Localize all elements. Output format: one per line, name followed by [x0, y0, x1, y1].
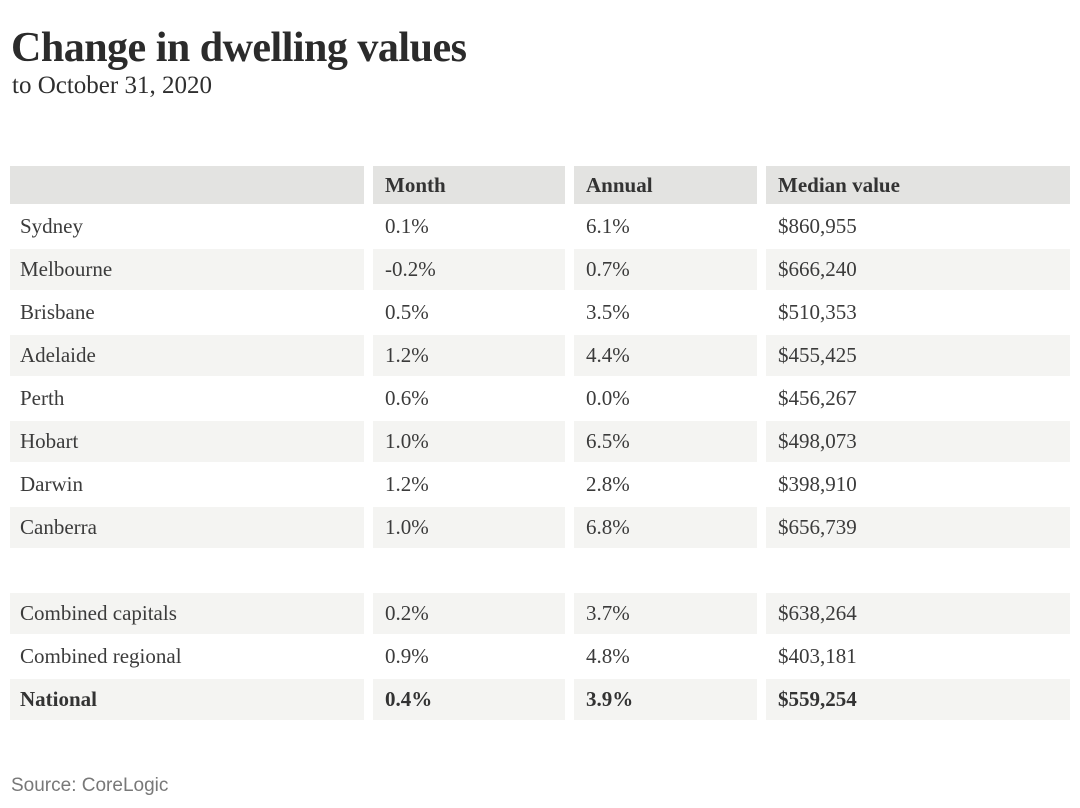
table-row-perth: Perth 0.6% 0.0% $456,267 [10, 378, 1070, 419]
annual-value: 6.1% [586, 214, 630, 238]
table-gap-row [10, 550, 1070, 591]
annual-value: 2.8% [586, 472, 630, 496]
median-value: $860,955 [778, 214, 857, 238]
row-label: Brisbane [20, 300, 95, 324]
annual-value: 0.7% [574, 249, 757, 290]
row-label: Sydney [20, 214, 83, 238]
month-value: 0.9% [385, 644, 429, 668]
median-value: $455,425 [766, 335, 1070, 376]
annual-value: 3.7% [574, 593, 757, 634]
page-subtitle: to October 31, 2020 [12, 72, 212, 99]
table-row-melbourne: Melbourne -0.2% 0.7% $666,240 [10, 249, 1070, 290]
header-cell-blank [10, 166, 364, 204]
table-row-canberra: Canberra 1.0% 6.8% $656,739 [10, 507, 1070, 548]
table-row-hobart: Hobart 1.0% 6.5% $498,073 [10, 421, 1070, 462]
page-title: Change in dwelling values [11, 25, 467, 72]
month-value: 1.2% [385, 472, 429, 496]
source-note: Source: CoreLogic [11, 775, 169, 796]
row-label: Combined capitals [10, 593, 364, 634]
dwelling-values-table: Month Annual Median value Sydney 0.1% 6.… [10, 166, 1070, 722]
month-value: 0.6% [385, 386, 429, 410]
median-value: $510,353 [778, 300, 857, 324]
table-header-row: Month Annual Median value [10, 166, 1070, 204]
table-row-national: National 0.4% 3.9% $559,254 [10, 679, 1070, 720]
annual-value: 6.5% [574, 421, 757, 462]
month-value: 1.0% [373, 421, 565, 462]
row-label: Hobart [10, 421, 364, 462]
month-value: 0.2% [373, 593, 565, 634]
annual-value: 4.4% [574, 335, 757, 376]
median-value: $498,073 [766, 421, 1070, 462]
median-value: $456,267 [778, 386, 857, 410]
table-row-darwin: Darwin 1.2% 2.8% $398,910 [10, 464, 1070, 505]
month-value: -0.2% [373, 249, 565, 290]
annual-value: 3.5% [586, 300, 630, 324]
median-value: $403,181 [778, 644, 857, 668]
month-value: 1.2% [373, 335, 565, 376]
median-value: $656,739 [766, 507, 1070, 548]
row-label: Adelaide [10, 335, 364, 376]
month-value: 0.5% [385, 300, 429, 324]
row-label: Canberra [10, 507, 364, 548]
table-row-combined-capitals: Combined capitals 0.2% 3.7% $638,264 [10, 593, 1070, 634]
table-row-combined-regional: Combined regional 0.9% 4.8% $403,181 [10, 636, 1070, 677]
median-value: $559,254 [766, 679, 1070, 720]
header-cell-annual: Annual [574, 166, 757, 204]
header-cell-month: Month [373, 166, 565, 204]
month-value: 0.4% [373, 679, 565, 720]
table-row-adelaide: Adelaide 1.2% 4.4% $455,425 [10, 335, 1070, 376]
row-label: Melbourne [10, 249, 364, 290]
annual-value: 4.8% [586, 644, 630, 668]
annual-value: 0.0% [586, 386, 630, 410]
month-value: 1.0% [373, 507, 565, 548]
table-row-sydney: Sydney 0.1% 6.1% $860,955 [10, 206, 1070, 247]
annual-value: 6.8% [574, 507, 757, 548]
row-label: Perth [20, 386, 65, 410]
median-value: $398,910 [778, 472, 857, 496]
row-label: National [10, 679, 364, 720]
header-cell-median-value: Median value [766, 166, 1070, 204]
month-value: 0.1% [385, 214, 429, 238]
table-row-brisbane: Brisbane 0.5% 3.5% $510,353 [10, 292, 1070, 333]
row-label: Combined regional [20, 644, 182, 668]
median-value: $666,240 [766, 249, 1070, 290]
median-value: $638,264 [766, 593, 1070, 634]
annual-value: 3.9% [574, 679, 757, 720]
row-label: Darwin [20, 472, 83, 496]
